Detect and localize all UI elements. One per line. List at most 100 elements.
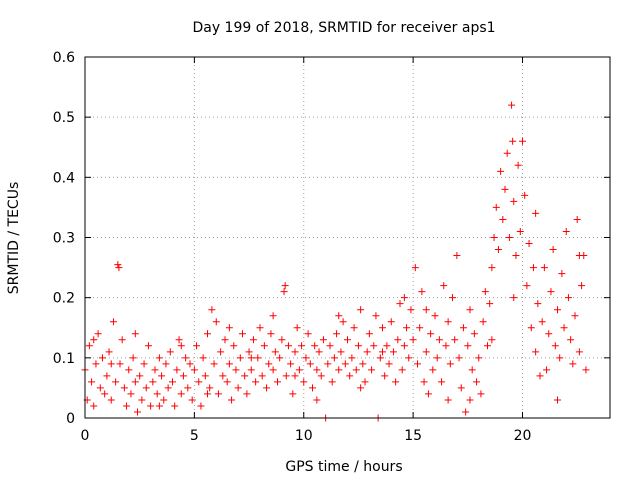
data-point bbox=[214, 390, 222, 398]
data-point bbox=[481, 288, 489, 296]
data-point bbox=[335, 312, 343, 320]
data-point bbox=[249, 336, 257, 344]
data-point bbox=[107, 396, 115, 404]
data-point bbox=[554, 396, 561, 404]
data-point bbox=[300, 378, 308, 386]
data-point bbox=[508, 101, 516, 109]
data-point bbox=[239, 330, 246, 338]
data-point bbox=[236, 354, 244, 362]
data-point bbox=[527, 324, 535, 332]
data-point bbox=[427, 330, 435, 338]
data-point bbox=[101, 390, 109, 398]
data-point bbox=[488, 264, 496, 272]
data-point bbox=[344, 336, 351, 344]
data-point bbox=[348, 354, 356, 362]
data-point bbox=[142, 384, 150, 392]
data-point bbox=[451, 336, 459, 344]
data-point bbox=[291, 372, 299, 380]
data-point bbox=[424, 390, 432, 398]
data-point bbox=[204, 330, 211, 338]
data-point bbox=[179, 372, 187, 380]
data-point bbox=[197, 402, 205, 410]
y-tick-label: 0.1 bbox=[53, 351, 75, 367]
data-point bbox=[247, 366, 255, 374]
data-point bbox=[291, 348, 299, 356]
data-point bbox=[210, 360, 218, 368]
x-tick-label: 5 bbox=[190, 428, 199, 444]
data-point bbox=[534, 300, 542, 308]
data-point bbox=[182, 354, 190, 362]
data-point bbox=[269, 312, 277, 320]
data-point bbox=[418, 288, 426, 296]
data-point bbox=[125, 366, 133, 374]
data-point bbox=[545, 330, 553, 338]
y-tick-label: 0.2 bbox=[53, 291, 75, 307]
data-point bbox=[466, 306, 474, 314]
data-point bbox=[144, 342, 152, 350]
data-point bbox=[398, 366, 406, 374]
data-point bbox=[392, 378, 400, 386]
data-point bbox=[151, 366, 159, 374]
data-point bbox=[492, 203, 500, 211]
data-point bbox=[258, 372, 266, 380]
data-point bbox=[453, 252, 461, 260]
data-point bbox=[521, 191, 529, 199]
data-point bbox=[169, 378, 176, 386]
data-point bbox=[282, 372, 290, 380]
data-point bbox=[330, 354, 338, 362]
chart-title: Day 199 of 2018, SRMTID for receiver aps… bbox=[192, 20, 495, 36]
data-point bbox=[501, 185, 509, 193]
data-point bbox=[293, 324, 301, 332]
data-point bbox=[99, 354, 106, 362]
data-point bbox=[346, 372, 354, 380]
data-point bbox=[339, 318, 347, 326]
data-point bbox=[394, 336, 402, 344]
data-point bbox=[149, 378, 157, 386]
data-point bbox=[372, 312, 380, 320]
data-point bbox=[519, 137, 526, 145]
data-point bbox=[484, 342, 491, 350]
data-point bbox=[571, 312, 579, 320]
data-point bbox=[199, 354, 207, 362]
data-point bbox=[177, 342, 185, 350]
data-point bbox=[405, 354, 413, 362]
data-point bbox=[512, 252, 520, 260]
data-point bbox=[109, 318, 117, 326]
data-point bbox=[309, 384, 316, 392]
data-point bbox=[284, 342, 292, 350]
data-point bbox=[536, 372, 544, 380]
data-point bbox=[569, 360, 577, 368]
data-point bbox=[278, 336, 286, 344]
data-point bbox=[324, 360, 332, 368]
data-point bbox=[317, 372, 325, 380]
data-point bbox=[263, 384, 271, 392]
data-point bbox=[195, 378, 203, 386]
data-point bbox=[575, 348, 583, 356]
data-point bbox=[462, 408, 470, 416]
data-point bbox=[510, 197, 518, 205]
data-point bbox=[455, 354, 463, 362]
data-point bbox=[422, 306, 430, 314]
data-point bbox=[306, 360, 314, 368]
data-point bbox=[414, 360, 421, 368]
data-point bbox=[549, 246, 557, 254]
data-point bbox=[429, 366, 437, 374]
x-tick-label: 20 bbox=[514, 428, 532, 444]
data-point bbox=[313, 366, 321, 374]
data-point bbox=[400, 342, 408, 350]
data-point bbox=[365, 330, 373, 338]
data-point bbox=[254, 354, 262, 362]
data-point bbox=[551, 342, 559, 350]
data-point bbox=[123, 402, 131, 410]
data-point bbox=[223, 378, 231, 386]
data-point bbox=[459, 324, 467, 332]
data-point bbox=[409, 336, 417, 344]
data-point bbox=[573, 215, 581, 223]
data-point bbox=[188, 396, 196, 404]
data-point bbox=[105, 348, 113, 356]
data-point bbox=[228, 396, 236, 404]
data-point bbox=[554, 306, 561, 314]
data-point bbox=[359, 360, 367, 368]
data-point bbox=[560, 324, 568, 332]
